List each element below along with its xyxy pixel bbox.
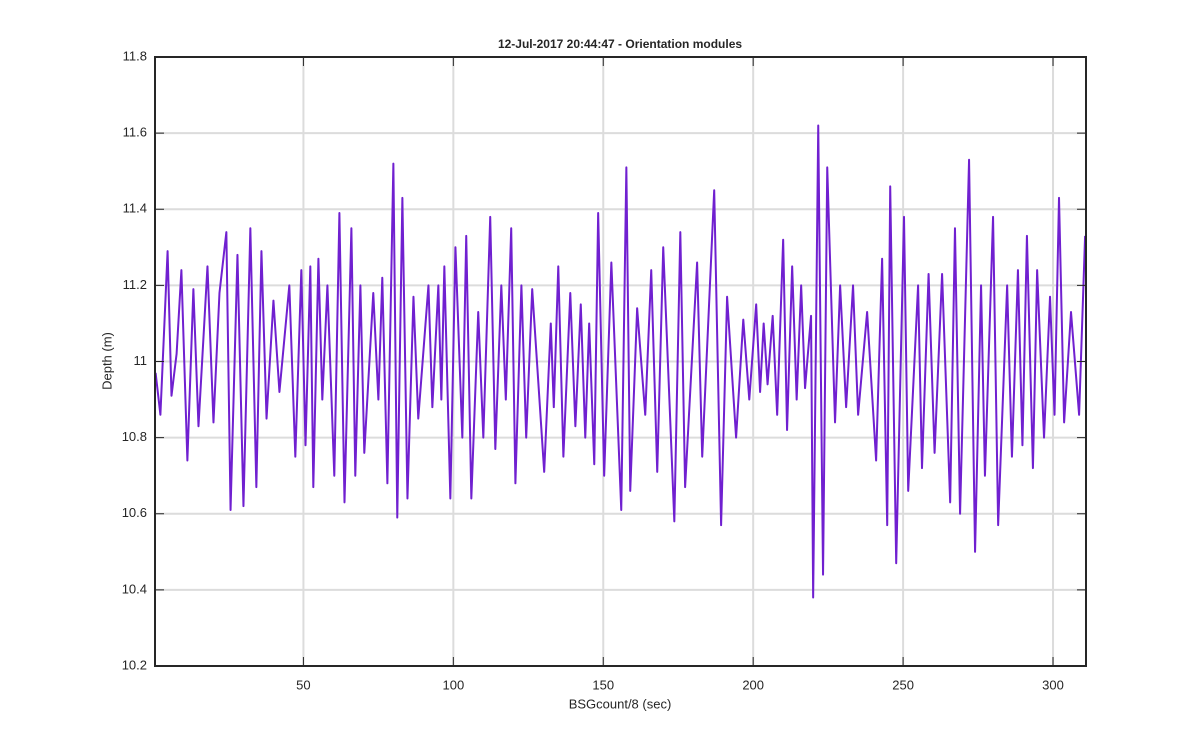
y-tick-label: 10.2 [122,657,147,672]
x-tick-label: 100 [442,677,464,692]
chart-title: 12-Jul-2017 20:44:47 - Orientation modul… [498,37,742,51]
x-tick-label: 50 [296,677,310,692]
y-tick-label: 10.8 [122,429,147,444]
ticks: 50 100 150 200 250 300 10.2 10.4 10.6 10.8 11 11.2 1… [122,48,1086,692]
x-axis-label: BSGcount/8 (sec) [569,696,672,711]
y-tick-label: 11.4 [123,201,147,216]
y-axis-label: Depth (m) [99,332,114,390]
y-tick-label: 10.6 [122,505,147,520]
y-tick-label: 11.8 [123,48,147,63]
y-tick-label: 11.2 [123,277,147,292]
y-tick-label: 11.6 [123,125,147,140]
data-line [154,124,1087,599]
x-tick-label: 300 [1042,677,1064,692]
x-tick-label: 200 [742,677,764,692]
y-tick-label: 11 [134,353,148,368]
data-layer [154,124,1087,599]
x-tick-label: 150 [592,677,614,692]
y-tick-label: 10.4 [122,581,147,596]
x-tick-label: 250 [892,677,914,692]
